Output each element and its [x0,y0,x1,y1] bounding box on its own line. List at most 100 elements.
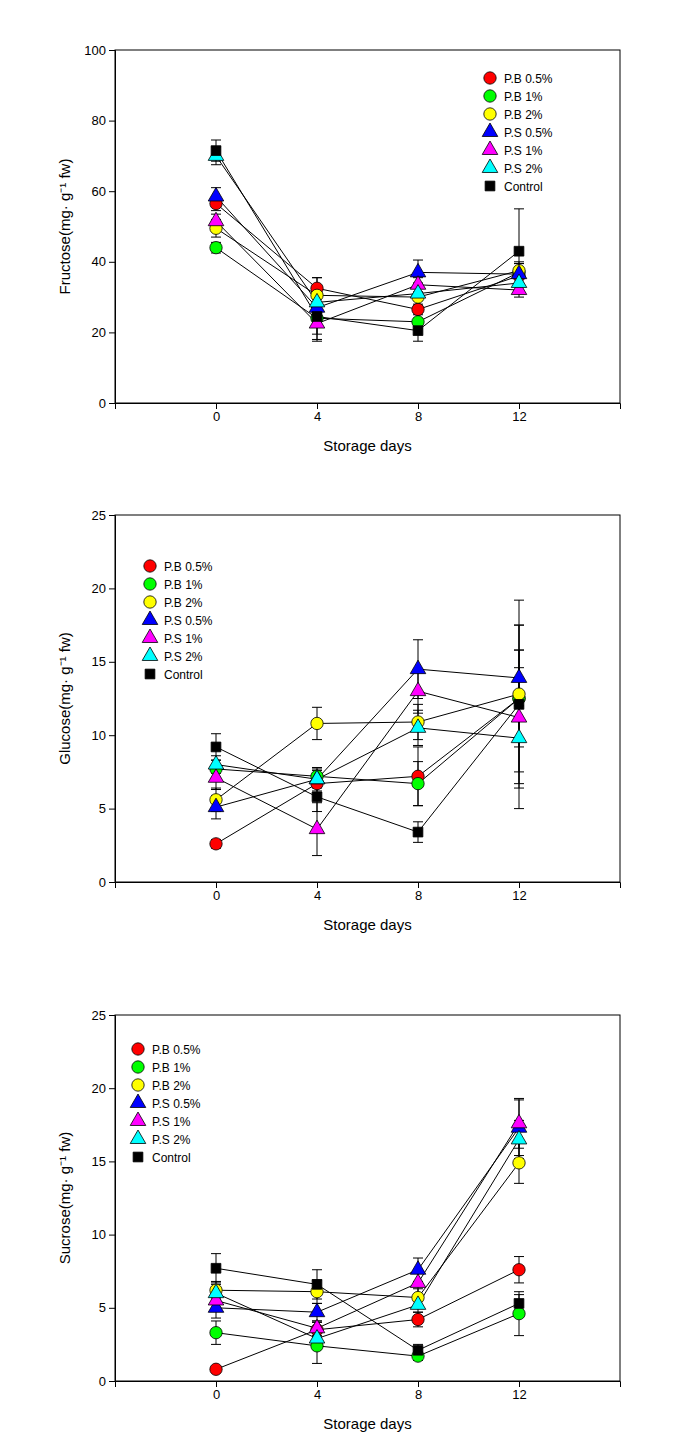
legend-label: P.B 0.5% [164,560,213,574]
legend: P.B 0.5%P.B 1%P.B 2%P.S 0.5%P.S 1%P.S 2%… [130,1043,201,1165]
y-tick: 20 [92,1081,115,1096]
y-tick-label: 15 [92,654,106,669]
error-cap [514,783,524,784]
legend-symbol [132,1079,144,1091]
data-point [511,709,527,722]
error-cap [211,733,221,734]
legend-item: P.B 0.5% [144,560,213,574]
chart: 04812020406080100Storage daysFructose(mg… [56,43,621,454]
y-tick-mark [109,191,115,192]
error-cap [312,277,322,278]
data-point [513,688,525,700]
error-cap [413,1326,423,1327]
series-line [216,196,519,307]
error-cap [312,811,322,812]
error-cap [514,297,524,298]
x-tick: 0 [213,1381,220,1402]
x-tick-label: 12 [512,1387,526,1402]
error-cap [312,1269,322,1270]
data-point [211,146,221,156]
x-tick: 0 [213,882,220,903]
error-cap [312,739,322,740]
legend-symbol [142,647,158,660]
error-cap [312,1363,322,1364]
x-tick: 0 [213,403,220,424]
y-axis-title: Fructose(mg· g⁻¹ fw) [56,159,73,295]
y-tick-mark [109,50,115,51]
y-axis: 0510152025 [92,508,116,890]
data-point [210,1327,222,1339]
y-axis-line [109,51,116,404]
data-point [412,1313,424,1325]
legend-label: P.B 1% [152,1061,191,1075]
y-tick-mark [109,1015,115,1016]
x-tick-label: 8 [415,409,422,424]
data-point [208,756,224,769]
legend-symbol [144,596,156,608]
data-point [211,1263,221,1273]
legend-item: P.B 2% [132,1079,191,1093]
error-cap [413,805,423,806]
error-cap [413,746,423,747]
x-axis: 04812 [116,882,621,903]
error-cap [514,1256,524,1257]
error-cap [211,237,221,238]
error-bar [514,625,524,784]
y-tick: 5 [99,801,115,816]
error-cap [312,855,322,856]
error-cap [514,1291,524,1292]
y-tick: 25 [92,508,115,523]
legend-item: P.S 0.5% [482,123,553,139]
x-axis-line [116,1382,621,1388]
legend-item: Control [485,180,543,194]
x-tick-label: 0 [213,409,220,424]
legend-label: Control [152,1151,191,1165]
error-cap [312,1299,322,1300]
legend-item: P.S 2% [142,647,203,663]
data-point [210,1363,222,1375]
y-tick-label: 20 [92,1081,106,1096]
y-tick-mark [109,515,115,516]
data-point [410,285,426,298]
y-tick-mark [109,1235,115,1236]
y-axis-line [109,516,116,883]
error-cap [211,140,221,141]
x-axis-title: Storage days [323,437,411,454]
data-point [208,1284,224,1297]
y-tick-mark [109,882,115,883]
chart: 048120510152025Storage daysSucrose(mg· g… [56,1008,621,1432]
data-point [511,1130,527,1143]
series-line [216,704,519,832]
legend-item: P.S 1% [130,1112,191,1128]
x-tick: 12 [512,882,526,903]
series-line [216,1268,519,1350]
y-tick-label: 10 [92,728,106,743]
series-line [216,694,519,800]
error-cap [413,639,423,640]
y-tick-label: 5 [99,1300,106,1315]
y-tick-mark [109,1161,115,1162]
data-point [410,719,426,732]
data-point [309,820,325,833]
legend-symbol [142,611,158,624]
plot-frame [115,50,620,403]
legend-label: P.S 1% [164,632,203,646]
legend-item: P.S 0.5% [130,1094,201,1110]
data-point [410,682,426,695]
legend-label: P.S 0.5% [504,126,553,140]
series-line [216,1139,519,1338]
y-tick-mark [109,1381,115,1382]
y-tick-label: 0 [99,875,106,890]
y-tick-mark [109,1308,115,1309]
series-line [216,691,519,829]
data-point [412,777,424,789]
error-cap [211,1344,221,1345]
error-cap [514,808,524,809]
y-tick: 80 [92,113,115,128]
data-point [312,312,322,322]
error-cap [514,600,524,601]
error-cap [514,625,524,626]
data-point [210,838,222,850]
y-tick: 60 [92,184,115,199]
y-tick-label: 20 [92,325,106,340]
